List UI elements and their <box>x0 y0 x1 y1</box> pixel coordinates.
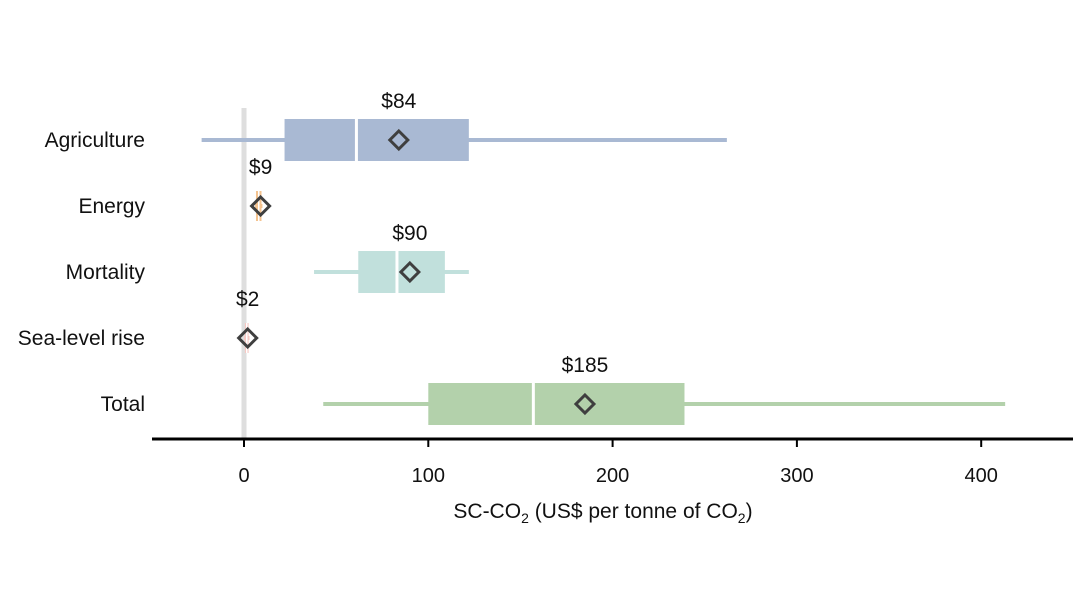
x-axis-title: SC-CO2 (US$ per tonne of CO2) <box>453 500 752 526</box>
category-label: Total <box>101 393 145 416</box>
x-axis-title-sub1: 2 <box>521 510 529 526</box>
mean-marker <box>573 392 597 416</box>
mean-marker <box>249 194 272 218</box>
iqr-box <box>284 119 469 161</box>
mean-marker <box>236 326 259 350</box>
x-tick-label: 300 <box>780 465 813 487</box>
x-tick-label: 100 <box>412 465 445 487</box>
category-label: Energy <box>78 195 145 218</box>
x-axis-title-mid: (US$ per tonne of CO <box>529 500 738 523</box>
iqr-box <box>428 383 685 425</box>
box-series-sea-level-rise: Sea-level rise $2 <box>18 288 259 353</box>
mean-marker <box>398 260 421 284</box>
mean-marker <box>387 128 410 152</box>
mean-value-label: $90 <box>392 222 427 245</box>
x-axis-title-pre: SC-CO <box>453 500 521 523</box>
box-series-energy: Energy $9 <box>78 156 272 221</box>
mean-value-label: $2 <box>236 288 259 311</box>
box-series-agriculture: Agriculture $84 <box>45 90 727 161</box>
x-axis-title-sub2: 2 <box>738 510 746 526</box>
category-label: Agriculture <box>45 129 145 152</box>
x-axis-title-post: ) <box>746 500 753 523</box>
series-layer: Agriculture $84 Energy $9 Mortality $90 Sea-le… <box>18 90 1006 425</box>
mean-value-label: $185 <box>562 354 609 377</box>
category-label: Sea-level rise <box>18 327 145 350</box>
mean-value-label: $84 <box>381 90 416 113</box>
x-axis-ticks: 0 100 200 300 400 <box>238 439 998 487</box>
box-series-total: Total $185 <box>101 354 1006 425</box>
box-series-mortality: Mortality $90 <box>66 222 469 293</box>
x-tick-label: 200 <box>596 465 629 487</box>
mean-value-label: $9 <box>249 156 272 179</box>
category-label: Mortality <box>66 261 146 284</box>
x-tick-label: 0 <box>238 465 249 487</box>
x-tick-label: 400 <box>965 465 998 487</box>
